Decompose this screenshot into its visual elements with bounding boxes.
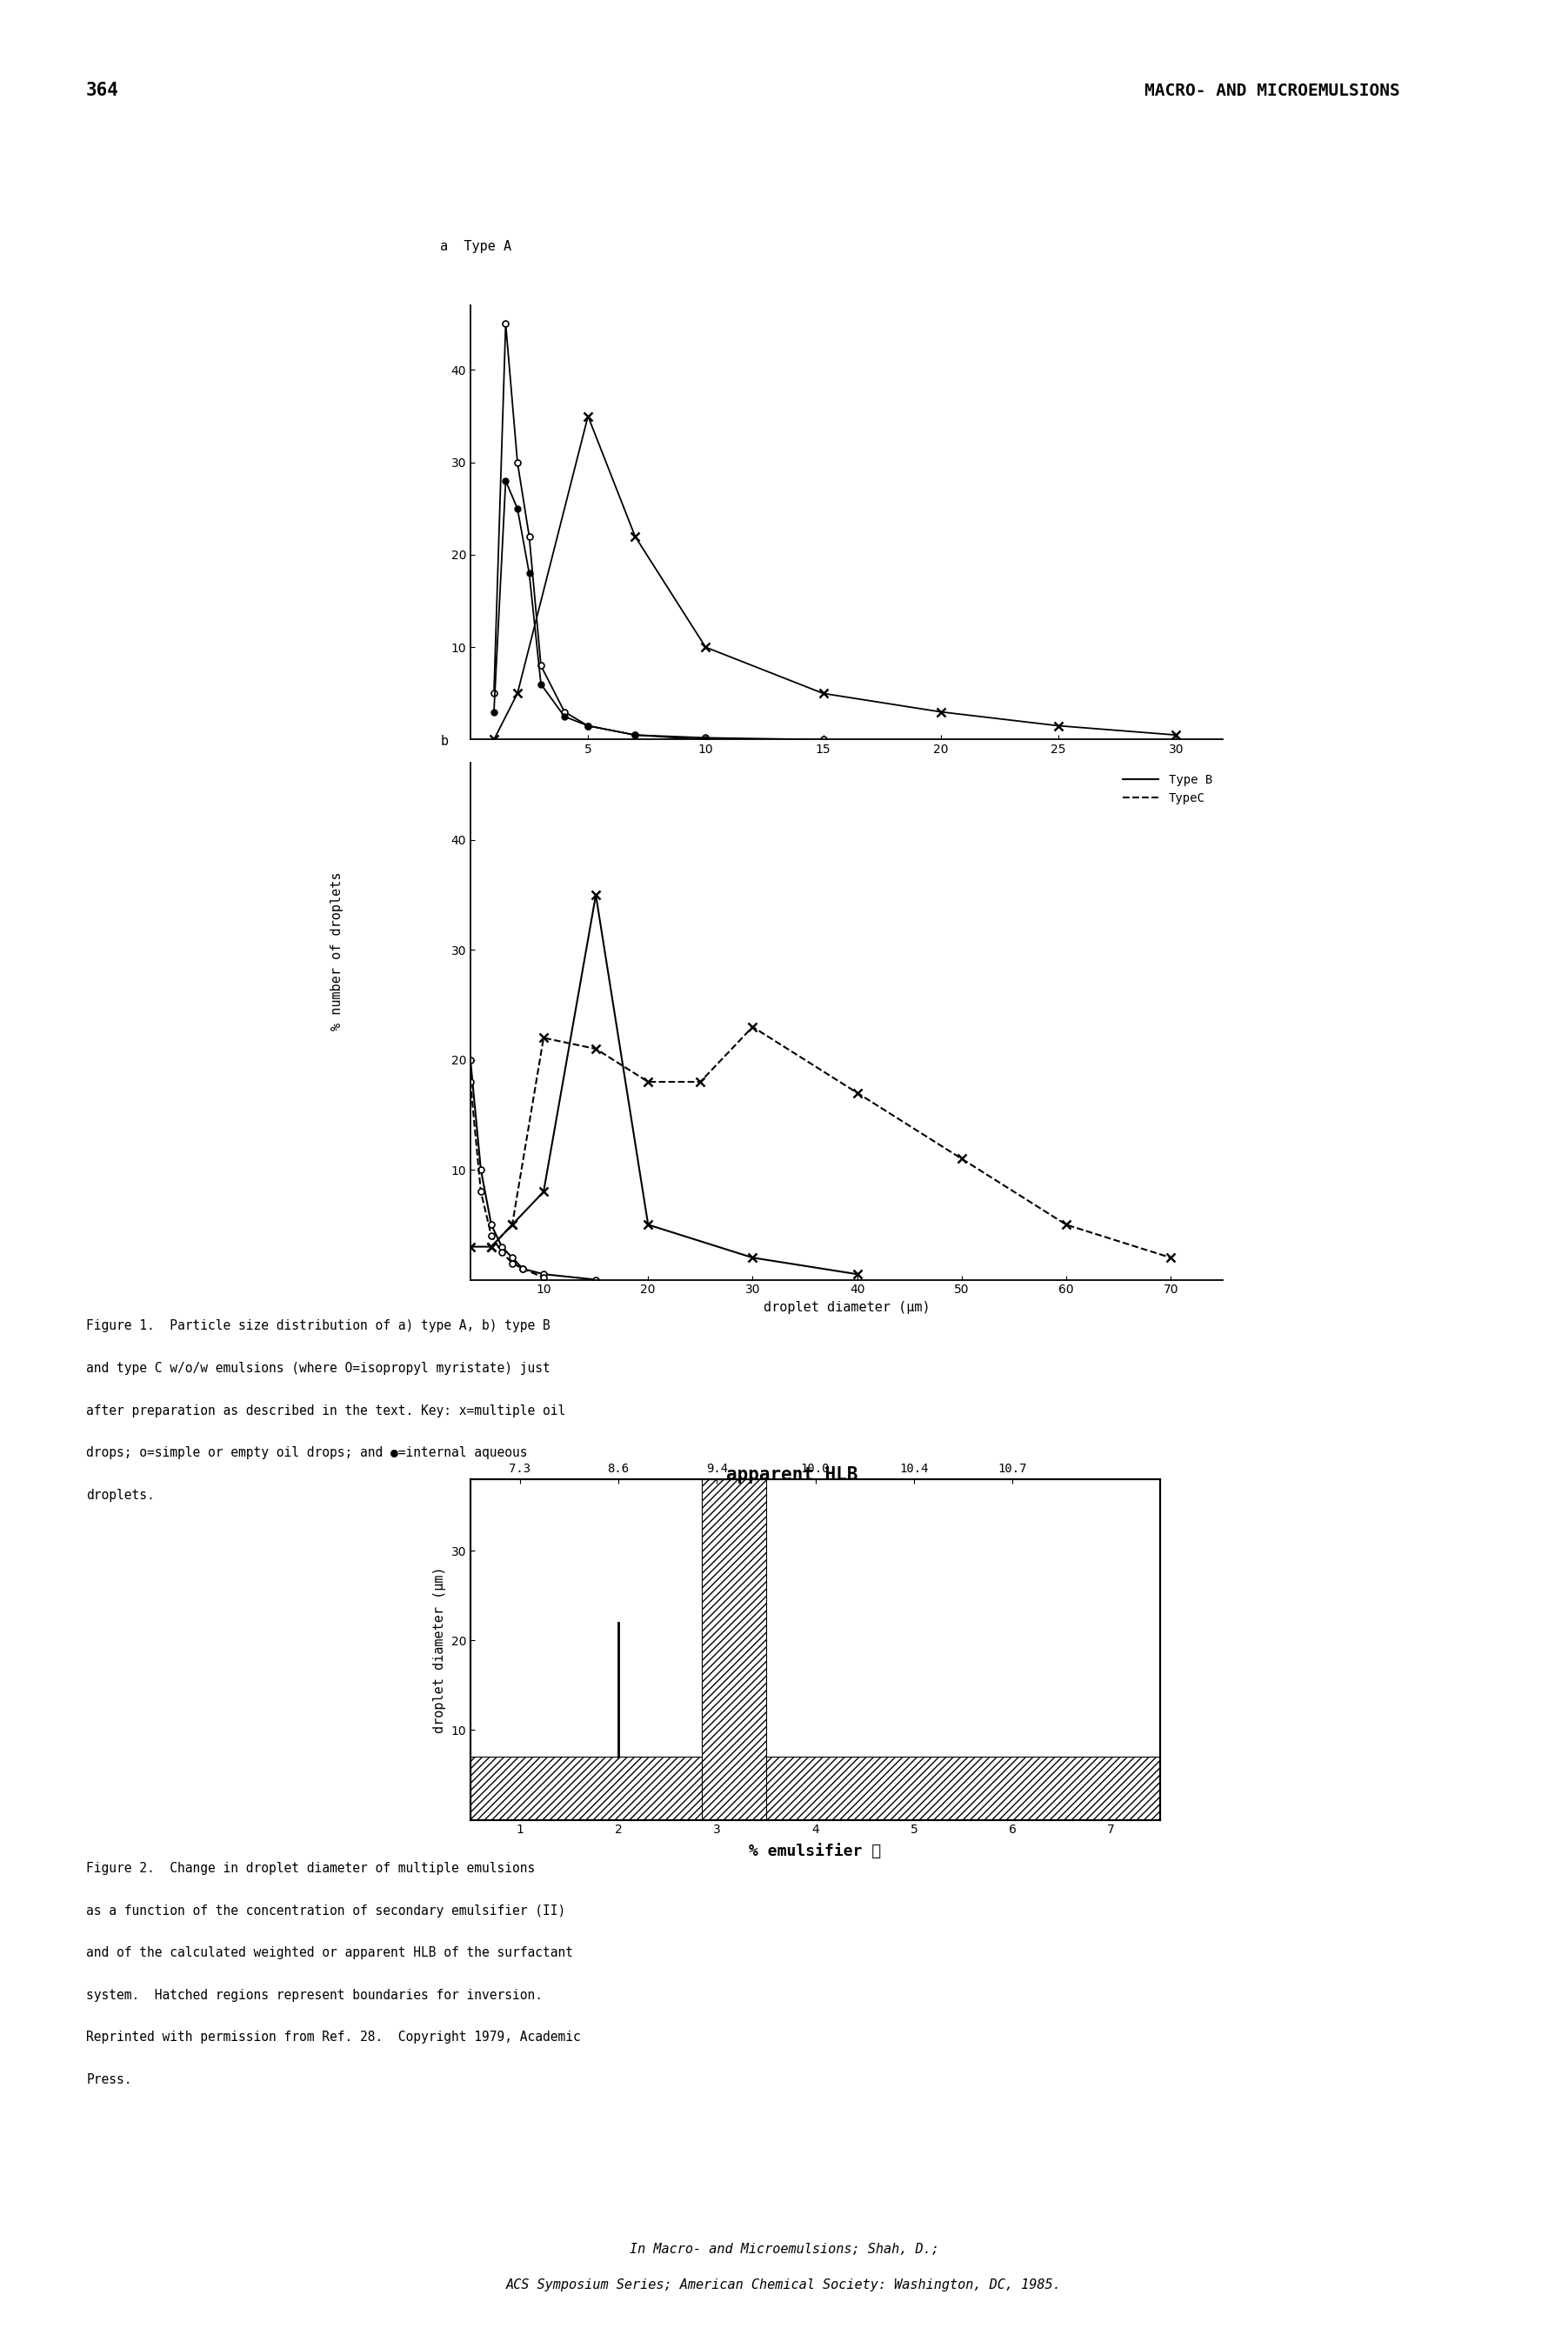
Text: % number of droplets: % number of droplets [331, 871, 343, 1031]
Text: and of the calculated weighted or apparent HLB of the surfactant: and of the calculated weighted or appare… [86, 1946, 574, 1961]
Text: a  Type A: a Type A [441, 239, 511, 254]
Y-axis label: droplet diameter (μm): droplet diameter (μm) [433, 1566, 445, 1733]
Text: and type C w/o/w emulsions (where O=isopropyl myristate) just: and type C w/o/w emulsions (where O=isop… [86, 1362, 550, 1376]
X-axis label: droplet diameter (μm): droplet diameter (μm) [764, 1301, 930, 1315]
Text: ACS Symposium Series; American Chemical Society: Washington, DC, 1985.: ACS Symposium Series; American Chemical … [506, 2278, 1062, 2292]
Text: droplets.: droplets. [86, 1489, 155, 1503]
X-axis label: % emulsifier Ⅱ: % emulsifier Ⅱ [750, 1843, 881, 1860]
Text: 364: 364 [86, 82, 119, 99]
Text: Figure 1.  Particle size distribution of a) type A, b) type B: Figure 1. Particle size distribution of … [86, 1320, 550, 1334]
Text: Reprinted with permission from Ref. 28.  Copyright 1979, Academic: Reprinted with permission from Ref. 28. … [86, 2031, 580, 2045]
Text: In Macro- and Microemulsions; Shah, D.;: In Macro- and Microemulsions; Shah, D.; [629, 2242, 939, 2256]
Bar [470, 1756, 1160, 1820]
Legend: Type B, TypeC: Type B, TypeC [1118, 770, 1217, 810]
Text: Press.: Press. [86, 2073, 132, 2087]
Text: Figure 2.  Change in droplet diameter of multiple emulsions: Figure 2. Change in droplet diameter of … [86, 1862, 535, 1876]
Text: b: b [441, 735, 448, 747]
Text: drops; o=simple or empty oil drops; and ●=internal aqueous: drops; o=simple or empty oil drops; and … [86, 1446, 527, 1460]
Text: system.  Hatched regions represent boundaries for inversion.: system. Hatched regions represent bounda… [86, 1989, 543, 2003]
Text: apparent HLB: apparent HLB [726, 1468, 858, 1484]
Text: MACRO- AND MICROEMULSIONS: MACRO- AND MICROEMULSIONS [1145, 82, 1400, 99]
Bar [702, 1479, 767, 1820]
Text: as a function of the concentration of secondary emulsifier (II): as a function of the concentration of se… [86, 1904, 566, 1918]
Text: after preparation as described in the text. Key: x=multiple oil: after preparation as described in the te… [86, 1404, 566, 1418]
